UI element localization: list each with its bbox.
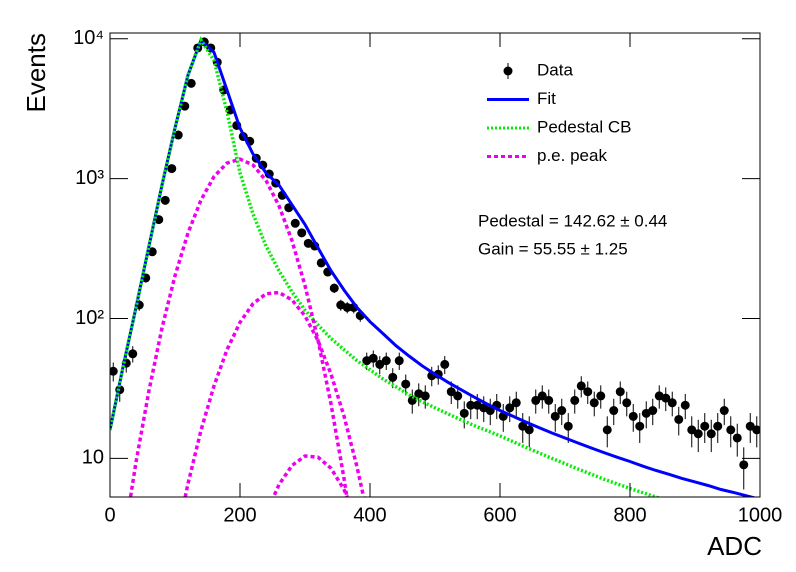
data-point <box>713 421 723 431</box>
data-point <box>557 406 567 416</box>
data-point <box>420 391 430 401</box>
legend-label: p.e. peak <box>537 146 607 165</box>
x-tick-label: 600 <box>483 504 516 526</box>
data-point <box>407 395 417 405</box>
curve <box>128 157 349 497</box>
data-point <box>375 359 385 369</box>
data-point <box>180 101 190 111</box>
data-point <box>739 460 749 470</box>
data-point <box>570 395 580 405</box>
data-point <box>173 130 183 140</box>
data-point <box>589 398 599 408</box>
x-tick-label: 400 <box>353 504 386 526</box>
data-point <box>550 411 560 421</box>
data-point <box>544 395 554 405</box>
data-point <box>674 414 684 424</box>
legend-marker <box>503 66 513 76</box>
curve <box>183 290 366 497</box>
data-point <box>732 433 742 443</box>
data-point <box>186 78 196 88</box>
data-point <box>505 403 515 413</box>
data-point <box>524 425 534 435</box>
y-tick-label: 10 <box>82 447 104 469</box>
y-tick-label: 10⁴ <box>73 27 104 49</box>
data-point <box>160 195 170 205</box>
x-axis-label: ADC <box>707 531 762 561</box>
data-point <box>615 387 625 397</box>
data-point <box>453 391 463 401</box>
data-point <box>667 398 677 408</box>
data-point <box>628 411 638 421</box>
data-point <box>719 406 729 416</box>
data-point <box>635 421 645 431</box>
curve <box>110 37 758 497</box>
data-point <box>511 398 521 408</box>
data-point <box>687 425 697 435</box>
data-point <box>446 387 456 397</box>
data-point <box>661 393 671 403</box>
data-point <box>648 406 658 416</box>
data-point <box>752 425 760 435</box>
y-tick-label: 10² <box>75 307 104 329</box>
curve <box>110 36 662 497</box>
data-point <box>110 366 118 376</box>
curve <box>271 454 350 497</box>
data-point <box>700 421 710 431</box>
legend-label: Pedestal CB <box>537 117 632 136</box>
data-point <box>290 218 300 228</box>
data-point <box>401 379 411 389</box>
data-point <box>381 356 391 366</box>
data-point <box>622 398 632 408</box>
x-tick-label: 800 <box>613 504 646 526</box>
data-point <box>576 381 586 391</box>
data-point <box>128 349 138 359</box>
data-point <box>440 359 450 369</box>
annotation: Pedestal = 142.62 ± 0.44 <box>478 211 667 230</box>
data-point <box>726 425 736 435</box>
x-tick-label: 0 <box>104 504 115 526</box>
data-point <box>596 391 606 401</box>
data-point <box>368 353 378 363</box>
data-point <box>342 302 352 312</box>
data-point <box>693 429 703 439</box>
data-point <box>466 400 476 410</box>
data-point <box>316 258 326 268</box>
data-point <box>583 387 593 397</box>
data-point <box>394 356 404 366</box>
data-point <box>706 429 716 439</box>
y-axis-label: Events <box>21 33 51 113</box>
data-point <box>531 395 541 405</box>
x-tick-label: 1000 <box>738 504 783 526</box>
frame <box>109 32 761 498</box>
data-point <box>563 421 573 431</box>
y-tick-label: 10³ <box>75 167 104 189</box>
data-point <box>680 400 690 410</box>
data-point <box>459 408 469 418</box>
x-tick-label: 200 <box>223 504 256 526</box>
data-point <box>609 406 619 416</box>
legend-label: Fit <box>537 89 556 108</box>
data-point <box>329 283 339 293</box>
data-point <box>537 391 547 401</box>
annotation: Gain = 55.55 ± 1.25 <box>478 239 628 258</box>
plot-area <box>110 36 760 497</box>
data-point <box>297 228 307 238</box>
data-point <box>388 372 398 382</box>
data-point <box>602 425 612 435</box>
data-point <box>167 164 177 174</box>
legend-label: Data <box>537 60 573 79</box>
